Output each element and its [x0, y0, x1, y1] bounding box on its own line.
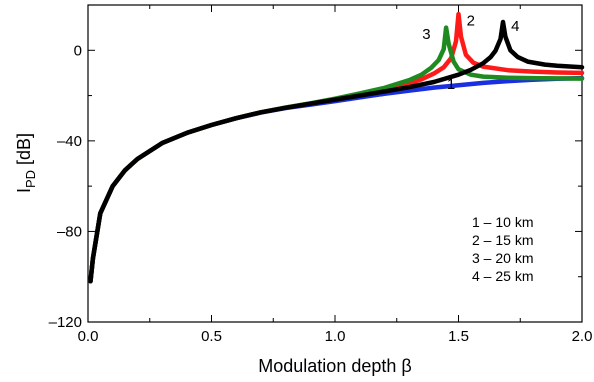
x-tick-label: 0.5: [201, 328, 222, 345]
y-axis-ticks: –120 –80 –40 0: [49, 4, 582, 331]
curve-label-1: 1: [447, 76, 455, 93]
curve-label-3: 3: [422, 26, 430, 43]
x-tick-label: 1.5: [448, 328, 469, 345]
x-tick-label: 0.0: [78, 328, 99, 345]
y-axis-label-unit: [dB]: [14, 133, 34, 170]
x-axis-label: Modulation depth β: [258, 356, 411, 376]
y-axis-label: IPD [dB]: [14, 133, 38, 193]
legend-entry: 1 – 10 km: [472, 214, 533, 230]
y-tick-label: –40: [57, 133, 82, 150]
legend-entry: 3 – 20 km: [472, 250, 533, 266]
y-tick-label: –120: [49, 314, 82, 331]
y-tick-label: –80: [57, 223, 82, 240]
legend-entry: 2 – 15 km: [472, 232, 533, 248]
series-line-4: [88, 19, 585, 284]
y-tick-label: 0: [74, 42, 82, 59]
x-tick-label: 1.0: [325, 328, 346, 345]
curve-label-2: 2: [467, 12, 475, 29]
legend: 1 – 10 km 2 – 15 km 3 – 20 km 4 – 25 km: [472, 214, 533, 284]
x-axis-ticks: 0.0 0.5 1.0 1.5 2.0: [78, 5, 593, 345]
x-tick-label: 2.0: [572, 328, 593, 345]
curve-labels: 1 2 3 4: [422, 12, 519, 92]
curve-label-4: 4: [511, 18, 519, 35]
legend-entry: 4 – 25 km: [472, 268, 533, 284]
y-axis-label-subscript: PD: [23, 170, 38, 188]
y-axis-label-main: I: [14, 188, 34, 193]
series-layer: [88, 11, 585, 284]
